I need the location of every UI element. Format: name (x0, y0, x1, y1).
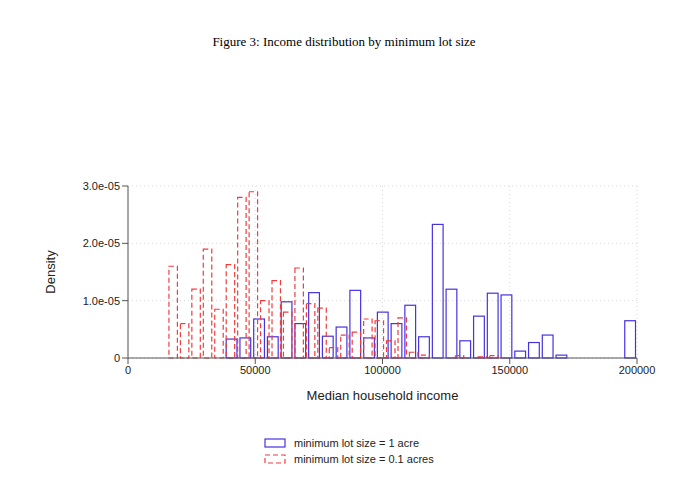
svg-text:200000: 200000 (619, 364, 656, 376)
svg-text:1.0e-05: 1.0e-05 (83, 295, 120, 307)
svg-text:Density: Density (43, 250, 58, 294)
svg-text:Median household income: Median household income (307, 388, 459, 403)
svg-text:50000: 50000 (240, 364, 271, 376)
svg-text:3.0e-05: 3.0e-05 (83, 180, 120, 192)
svg-text:2.0e-05: 2.0e-05 (83, 237, 120, 249)
svg-text:0: 0 (114, 352, 120, 364)
html-text:minimum lot size = 0.1 acres: minimum lot size = 0.1 acres (294, 453, 434, 465)
svg-text:0: 0 (125, 364, 131, 376)
svg-text:150000: 150000 (491, 364, 528, 376)
html-text:minimum lot size = 1 acre: minimum lot size = 1 acre (294, 437, 419, 449)
html-text:Figure 3: Income distribution: Figure 3: Income distribution by minimum… (212, 34, 476, 49)
svg-text:100000: 100000 (364, 364, 401, 376)
